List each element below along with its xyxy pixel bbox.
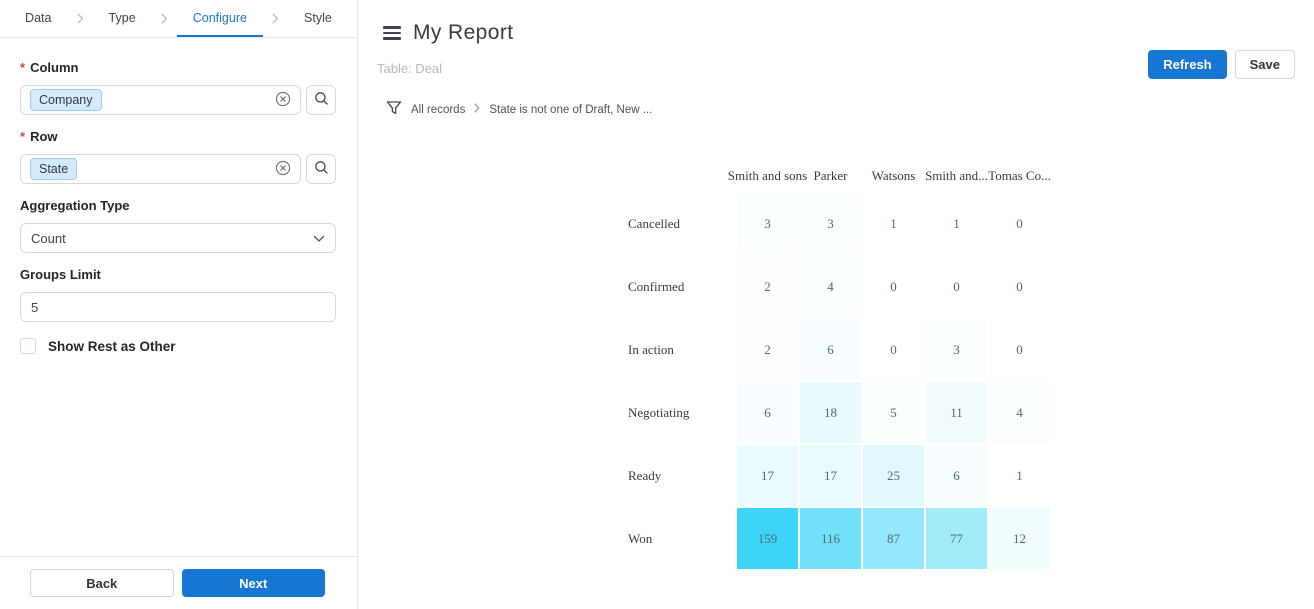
heatmap-cell: 5: [863, 382, 924, 443]
heatmap-cell: 18: [800, 382, 861, 443]
heatmap-cell: 3: [737, 193, 798, 254]
clear-circle-icon: [275, 160, 291, 179]
groups-limit-label: Groups Limit: [20, 267, 101, 282]
heatmap-cell: 77: [926, 508, 987, 569]
required-asterisk: *: [20, 129, 26, 144]
heatmap-row-label: Won: [628, 530, 653, 546]
show-rest-checkbox[interactable]: [20, 338, 36, 354]
step-data[interactable]: Data: [9, 0, 67, 37]
row-input[interactable]: State: [20, 154, 301, 184]
chevron-right-icon: [77, 0, 84, 37]
heatmap-column-header: Smith and...: [925, 167, 988, 183]
heatmap-cell: 3: [926, 319, 987, 380]
search-icon: [314, 91, 329, 109]
heatmap-cell: 11: [926, 382, 987, 443]
row-chip[interactable]: State: [30, 158, 78, 180]
heatmap-cell: 0: [863, 319, 924, 380]
filter-condition[interactable]: State is not one of Draft, New ...: [489, 103, 653, 116]
step-type-label: Type: [108, 10, 136, 25]
heatmap-cell: 0: [989, 193, 1050, 254]
next-button[interactable]: Next: [181, 569, 325, 597]
heatmap-cell: 0: [863, 256, 924, 317]
groups-limit-input[interactable]: 5: [20, 292, 336, 322]
heatmap-chart: Smith and sons Parker Watsons Smith and... T…: [628, 160, 1051, 569]
heatmap-column-header: Watsons: [871, 167, 916, 183]
groups-limit-value: 5: [31, 299, 39, 315]
column-chip[interactable]: Company: [30, 89, 102, 111]
filter-funnel-icon[interactable]: [386, 100, 402, 119]
heatmap-column-header: Smith and sons: [727, 167, 808, 183]
back-button[interactable]: Back: [30, 569, 174, 597]
menu-icon[interactable]: [383, 26, 401, 40]
step-configure[interactable]: Configure: [176, 0, 263, 37]
heatmap-cell: 159: [737, 508, 798, 569]
row-search-button[interactable]: [306, 154, 336, 184]
report-main: My Report Table: Deal Refresh Save All r…: [358, 0, 1314, 609]
aggregation-type-label: Aggregation Type: [20, 198, 130, 213]
aggregation-type-select[interactable]: Count: [20, 223, 336, 253]
heatmap-cell: 4: [800, 256, 861, 317]
wizard-steps: Data Type Configure Style: [0, 0, 357, 38]
config-panel: * Column Company * Row State: [0, 60, 357, 354]
heatmap-row-label: Negotiating: [628, 404, 690, 420]
column-input[interactable]: Company: [20, 85, 301, 115]
chevron-down-icon: [313, 231, 325, 246]
heatmap-cell: 17: [737, 445, 798, 506]
heatmap-cell: 4: [989, 382, 1050, 443]
heatmap-cell: 6: [737, 382, 798, 443]
chevron-right-icon: [272, 0, 279, 37]
heatmap-row-label: Ready: [628, 467, 662, 483]
heatmap-cell: 1: [989, 445, 1050, 506]
heatmap-cell: 1: [863, 193, 924, 254]
heatmap-cell: 0: [989, 256, 1050, 317]
heatmap-cell: 3: [800, 193, 861, 254]
heatmap-cell: 2: [737, 319, 798, 380]
aggregation-type-value: Count: [31, 230, 66, 246]
chevron-right-icon: [161, 0, 168, 37]
column-clear-button[interactable]: [275, 91, 291, 110]
heatmap-cell: 25: [863, 445, 924, 506]
heatmap-row-label: In action: [628, 341, 674, 357]
step-style-label: Style: [304, 10, 332, 25]
heatmap-cell: 2: [737, 256, 798, 317]
heatmap-column-header: Parker: [813, 167, 848, 183]
chevron-right-icon: [474, 103, 480, 116]
step-style[interactable]: Style: [288, 0, 348, 37]
config-sidebar: Data Type Configure Style * Column Compan…: [0, 0, 358, 609]
heatmap-cell: 0: [989, 319, 1050, 380]
refresh-button[interactable]: Refresh: [1148, 50, 1227, 79]
column-search-button[interactable]: [306, 85, 336, 115]
clear-circle-icon: [275, 91, 291, 110]
heatmap-cell: 1: [926, 193, 987, 254]
search-icon: [314, 160, 329, 178]
heatmap-cell: 87: [863, 508, 924, 569]
step-data-label: Data: [25, 10, 52, 25]
step-type[interactable]: Type: [93, 0, 152, 37]
report-title: My Report: [413, 21, 514, 44]
heatmap-row-label: Cancelled: [628, 215, 680, 231]
save-button[interactable]: Save: [1234, 50, 1295, 79]
column-field-label: * Column: [20, 60, 79, 75]
wizard-footer: Back Next: [0, 556, 357, 609]
show-rest-label: Show Rest as Other: [48, 338, 176, 354]
heatmap-cell: 0: [926, 256, 987, 317]
heatmap-cell: 17: [800, 445, 861, 506]
heatmap-corner: [628, 160, 735, 191]
row-field-label: * Row: [20, 129, 58, 144]
report-subtitle: Table: Deal: [377, 61, 443, 76]
required-asterisk: *: [20, 60, 26, 75]
heatmap-column-header: Tomas Co...: [988, 167, 1051, 183]
heatmap-cell: 12: [989, 508, 1050, 569]
heatmap-cell: 6: [926, 445, 987, 506]
row-clear-button[interactable]: [275, 160, 291, 179]
filter-all-records[interactable]: All records: [411, 103, 466, 116]
heatmap-row-label: Confirmed: [628, 278, 685, 294]
heatmap-cell: 116: [800, 508, 861, 569]
step-configure-label: Configure: [192, 10, 247, 25]
heatmap-cell: 6: [800, 319, 861, 380]
